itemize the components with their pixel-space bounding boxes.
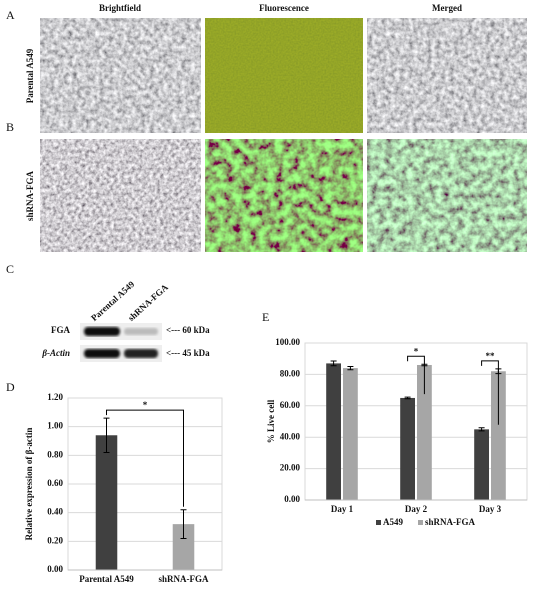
y-tick-label: 20.00 <box>280 463 301 473</box>
significance-bracket <box>106 409 184 507</box>
row-label: shRNA-FGA <box>25 171 35 222</box>
band <box>84 327 120 336</box>
y-tick-label: 0.00 <box>284 494 300 504</box>
error-bar <box>330 360 337 367</box>
error-bar <box>478 427 485 432</box>
y-tick-label: 60.00 <box>280 400 301 410</box>
significance-bracket <box>407 355 425 395</box>
image <box>367 18 527 133</box>
significance-label: ** <box>486 351 496 361</box>
bar <box>417 364 432 500</box>
y-tick-label: 100.00 <box>275 337 300 347</box>
column-header: Brightfield <box>99 3 141 13</box>
y-tick-label: 0.80 <box>47 449 63 459</box>
x-tick-label: Day 3 <box>479 504 502 514</box>
size-label: <--- 60 kDa <box>166 325 210 335</box>
error-bar <box>404 396 411 400</box>
bar <box>343 368 358 500</box>
size-label: <--- 45 kDa <box>166 348 210 358</box>
column-header: Merged <box>432 3 462 13</box>
y-tick-label: 0.60 <box>47 478 63 488</box>
band <box>124 328 158 335</box>
x-tick-label: Day 2 <box>405 504 428 514</box>
western-blot: Parental A549 shRNA-FGA FGA β-Actin <---… <box>41 279 210 362</box>
legend-label: A549 <box>383 517 403 527</box>
legend-swatch <box>376 520 381 525</box>
y-axis-label: % Live cell <box>266 399 276 443</box>
bar <box>326 363 341 500</box>
protein-label: FGA <box>51 325 70 335</box>
bar <box>172 524 195 570</box>
y-tick-label: 0.20 <box>47 535 63 545</box>
y-tick-label: 80.00 <box>280 368 301 378</box>
legend-swatch <box>418 520 423 525</box>
protein-label: β-Actin <box>41 348 70 358</box>
image <box>205 18 363 133</box>
panel-letter: D <box>6 380 15 394</box>
error-bar <box>103 417 110 453</box>
bar <box>474 429 489 500</box>
panel-letter: C <box>6 262 14 276</box>
y-tick-label: 40.00 <box>280 431 301 441</box>
panel-letter: B <box>6 120 14 134</box>
column-header: Fluorescence <box>259 3 309 13</box>
x-tick-label: shRNA-FGA <box>158 574 209 584</box>
significance-label: * <box>143 400 148 410</box>
image <box>40 18 201 133</box>
bar <box>400 397 415 500</box>
error-bar <box>180 509 187 539</box>
y-tick-label: 1.20 <box>47 392 63 402</box>
error-bar <box>347 366 354 371</box>
legend-label: shRNA-FGA <box>425 517 476 527</box>
y-tick-label: 0.00 <box>47 564 63 574</box>
panel-letter: E <box>262 310 269 324</box>
bar <box>95 435 118 570</box>
image <box>367 139 527 252</box>
y-tick-label: 1.00 <box>47 421 63 431</box>
y-axis-label: Relative expression of β-actin <box>24 428 34 541</box>
band <box>84 349 120 358</box>
x-tick-label: Parental A549 <box>79 574 134 584</box>
significance-label: * <box>414 346 419 356</box>
panel-letter: A <box>6 8 15 22</box>
x-tick-label: Day 1 <box>331 504 354 514</box>
image <box>205 139 363 252</box>
plot-area <box>304 342 528 501</box>
band <box>124 349 158 358</box>
y-tick-label: 0.40 <box>47 507 63 517</box>
significance-bracket <box>481 360 499 425</box>
bar <box>491 371 506 500</box>
image <box>40 139 201 252</box>
microscopy: Brightfield Fluorescence Merged Parental… <box>25 3 527 252</box>
row-label: Parental A549 <box>25 48 35 103</box>
